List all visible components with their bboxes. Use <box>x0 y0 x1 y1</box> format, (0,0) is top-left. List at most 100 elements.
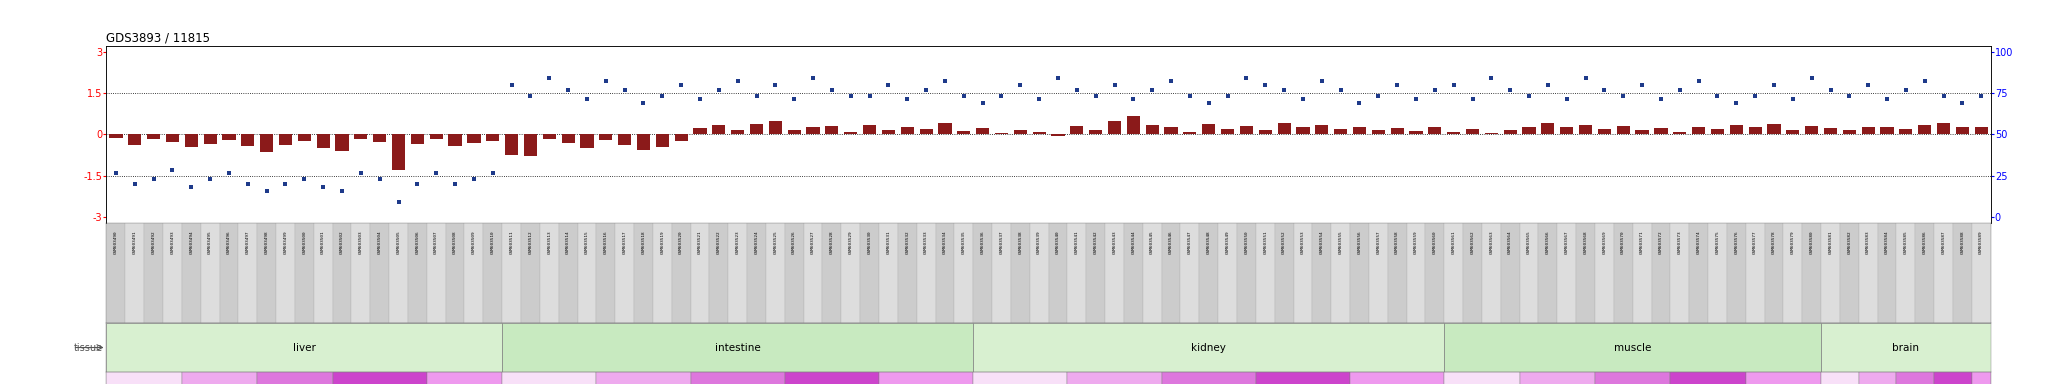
Bar <box>1161 223 1180 323</box>
Bar <box>1839 223 1860 323</box>
Bar <box>543 134 555 139</box>
Bar <box>1106 223 1124 323</box>
Bar <box>502 223 520 323</box>
Text: GSM603529: GSM603529 <box>848 231 852 254</box>
Text: GSM603582: GSM603582 <box>1847 231 1851 254</box>
Bar <box>1350 372 1444 384</box>
Bar <box>1749 127 1761 134</box>
Bar <box>825 126 838 134</box>
Point <box>1909 78 1942 84</box>
Point <box>438 181 471 187</box>
Point <box>1399 96 1432 102</box>
Text: GSM603531: GSM603531 <box>887 231 891 254</box>
Text: GSM603574: GSM603574 <box>1696 231 1700 254</box>
Point <box>401 181 434 187</box>
Bar <box>674 134 688 141</box>
Text: GSM603561: GSM603561 <box>1452 231 1456 254</box>
Point <box>514 93 547 99</box>
Bar <box>956 131 971 134</box>
Text: GSM603573: GSM603573 <box>1677 231 1681 254</box>
Bar <box>279 134 293 145</box>
Point <box>1626 82 1659 88</box>
Point <box>1851 82 1884 88</box>
Text: GSM603552: GSM603552 <box>1282 231 1286 254</box>
Bar <box>973 372 1067 384</box>
Bar <box>1067 223 1085 323</box>
Point <box>967 99 999 106</box>
Bar <box>1825 128 1837 134</box>
Text: GSM603533: GSM603533 <box>924 231 928 254</box>
Point <box>156 167 188 173</box>
Point <box>1456 96 1489 102</box>
Point <box>645 93 678 99</box>
Text: GSM603523: GSM603523 <box>735 231 739 254</box>
Bar <box>125 223 143 323</box>
Bar <box>1049 223 1067 323</box>
Bar <box>332 223 352 323</box>
Point <box>1663 87 1696 93</box>
Bar <box>1671 372 1745 384</box>
Bar <box>614 223 635 323</box>
Point <box>872 82 905 88</box>
Point <box>1004 82 1036 88</box>
Text: GSM603538: GSM603538 <box>1018 231 1022 254</box>
Bar <box>258 372 332 384</box>
Bar <box>1579 125 1591 134</box>
Point <box>250 188 283 194</box>
Point <box>571 96 604 102</box>
Bar <box>317 134 330 148</box>
Bar <box>1368 223 1389 323</box>
Point <box>1493 87 1526 93</box>
Point <box>1286 96 1319 102</box>
Point <box>100 170 133 176</box>
Text: GSM603497: GSM603497 <box>246 231 250 254</box>
Text: GSM603588: GSM603588 <box>1960 231 1964 254</box>
Text: GSM603550: GSM603550 <box>1245 231 1249 254</box>
Bar <box>430 134 442 139</box>
Text: GSM603526: GSM603526 <box>793 231 797 254</box>
Point <box>1268 87 1300 93</box>
Text: GSM603524: GSM603524 <box>754 231 758 254</box>
Bar <box>1372 130 1384 134</box>
Point <box>928 78 961 84</box>
Bar <box>729 223 748 323</box>
Bar <box>823 223 842 323</box>
Bar <box>1745 372 1821 384</box>
Bar <box>1462 223 1483 323</box>
Bar <box>506 134 518 155</box>
Bar <box>106 372 182 384</box>
Bar <box>182 223 201 323</box>
Bar <box>1595 372 1671 384</box>
Bar <box>182 372 258 384</box>
Text: GSM603568: GSM603568 <box>1583 231 1587 254</box>
Bar <box>485 134 500 141</box>
Bar <box>977 128 989 134</box>
Text: GSM603553: GSM603553 <box>1300 231 1305 254</box>
Bar <box>731 130 743 134</box>
Bar <box>412 134 424 144</box>
Point <box>1776 96 1808 102</box>
Bar <box>1731 125 1743 134</box>
Bar <box>1278 123 1290 134</box>
Text: GSM603518: GSM603518 <box>641 231 645 254</box>
Bar <box>561 134 575 143</box>
Text: GSM603542: GSM603542 <box>1094 231 1098 254</box>
Bar <box>258 223 276 323</box>
Point <box>1815 87 1847 93</box>
Bar <box>1180 223 1200 323</box>
Bar <box>844 132 858 134</box>
Text: GSM603580: GSM603580 <box>1810 231 1815 254</box>
Point <box>1116 96 1149 102</box>
Text: GSM603521: GSM603521 <box>698 231 702 254</box>
Text: GSM603562: GSM603562 <box>1470 231 1475 254</box>
Bar <box>788 130 801 134</box>
Bar <box>465 223 483 323</box>
Bar <box>879 372 973 384</box>
Bar <box>1444 372 1520 384</box>
Point <box>1681 78 1714 84</box>
Text: GSM603511: GSM603511 <box>510 231 514 254</box>
Bar <box>784 372 879 384</box>
Text: GSM603578: GSM603578 <box>1772 231 1776 254</box>
Bar <box>1032 132 1047 134</box>
Point <box>1192 99 1225 106</box>
